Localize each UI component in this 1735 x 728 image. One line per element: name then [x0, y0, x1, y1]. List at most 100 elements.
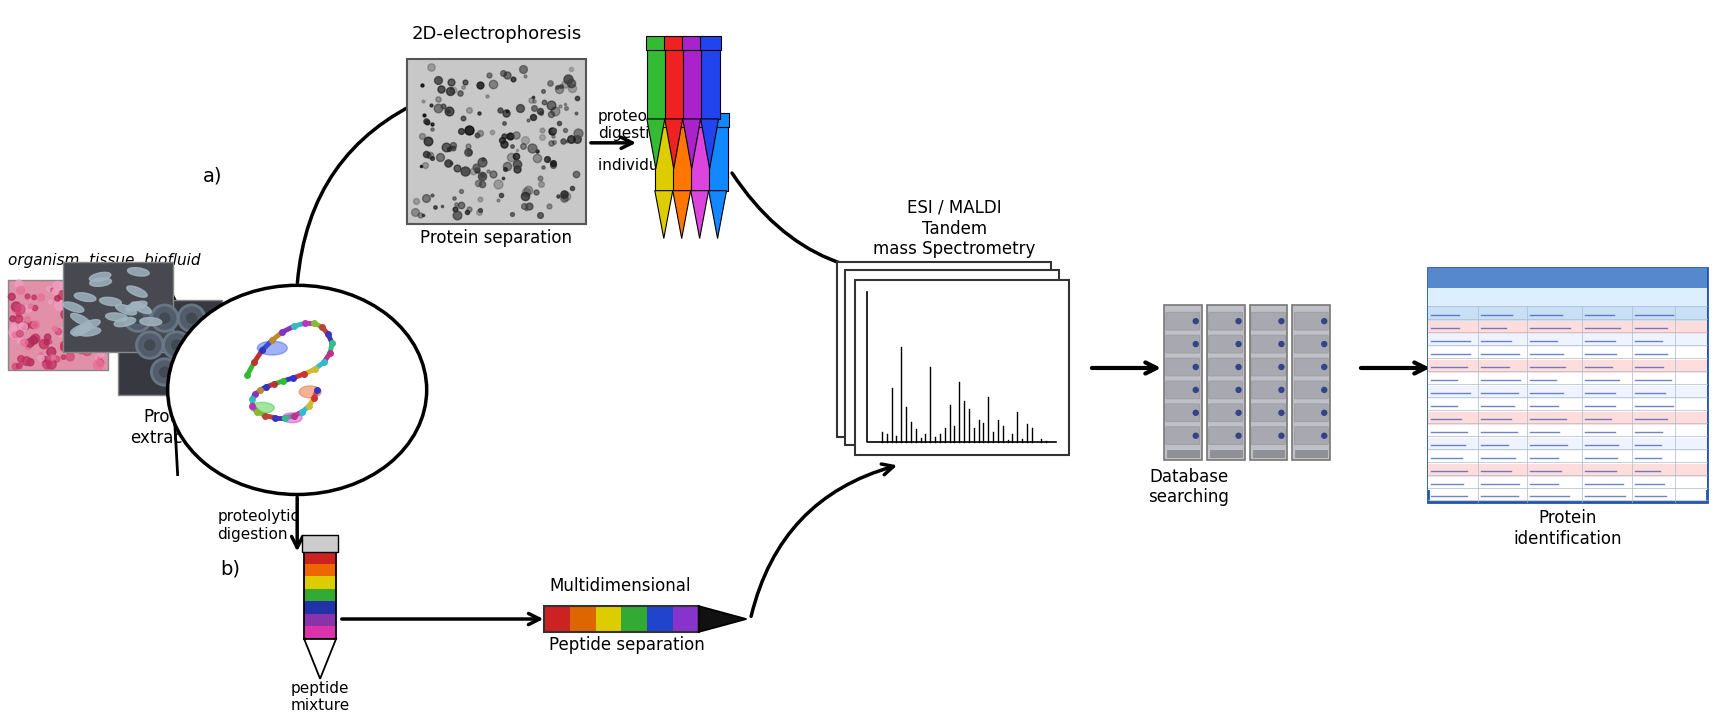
Circle shape: [97, 328, 102, 333]
Circle shape: [64, 339, 68, 341]
Ellipse shape: [250, 403, 274, 414]
FancyBboxPatch shape: [1428, 269, 1707, 502]
Circle shape: [160, 367, 170, 377]
FancyBboxPatch shape: [699, 36, 720, 50]
FancyBboxPatch shape: [595, 606, 621, 632]
Circle shape: [12, 333, 17, 338]
Circle shape: [56, 296, 61, 301]
Circle shape: [24, 294, 29, 298]
Circle shape: [94, 301, 99, 307]
FancyBboxPatch shape: [1294, 404, 1329, 422]
FancyBboxPatch shape: [1428, 386, 1707, 399]
FancyBboxPatch shape: [1166, 427, 1199, 445]
Ellipse shape: [283, 413, 302, 423]
FancyBboxPatch shape: [302, 535, 338, 553]
Ellipse shape: [141, 317, 161, 325]
Circle shape: [31, 334, 40, 343]
Circle shape: [160, 313, 170, 323]
Circle shape: [1235, 365, 1241, 370]
Circle shape: [1322, 411, 1327, 415]
FancyBboxPatch shape: [1251, 358, 1286, 376]
Circle shape: [1194, 341, 1199, 347]
FancyBboxPatch shape: [304, 577, 337, 590]
Circle shape: [97, 317, 106, 326]
Text: b): b): [220, 560, 241, 579]
Circle shape: [151, 358, 179, 386]
Ellipse shape: [80, 320, 101, 331]
Circle shape: [61, 309, 71, 320]
Circle shape: [88, 341, 99, 351]
FancyBboxPatch shape: [1428, 424, 1707, 438]
Circle shape: [61, 341, 69, 349]
Circle shape: [52, 288, 59, 295]
Circle shape: [165, 334, 187, 356]
FancyBboxPatch shape: [708, 113, 729, 127]
Circle shape: [29, 322, 36, 328]
Circle shape: [144, 340, 154, 350]
FancyBboxPatch shape: [645, 36, 666, 50]
FancyBboxPatch shape: [1428, 269, 1707, 288]
Circle shape: [21, 322, 29, 330]
Circle shape: [187, 313, 196, 323]
Circle shape: [26, 344, 31, 349]
Circle shape: [1235, 341, 1241, 347]
Circle shape: [88, 298, 99, 308]
FancyBboxPatch shape: [621, 606, 647, 632]
FancyBboxPatch shape: [1164, 305, 1202, 459]
Circle shape: [71, 311, 82, 320]
Circle shape: [43, 360, 52, 369]
FancyBboxPatch shape: [1251, 312, 1286, 330]
Ellipse shape: [298, 386, 321, 398]
Circle shape: [1322, 433, 1327, 438]
Circle shape: [1279, 341, 1284, 347]
Circle shape: [21, 339, 28, 346]
Circle shape: [97, 355, 102, 360]
Circle shape: [1279, 433, 1284, 438]
FancyBboxPatch shape: [1294, 381, 1329, 399]
Circle shape: [90, 282, 97, 289]
Circle shape: [95, 287, 101, 291]
Circle shape: [19, 320, 23, 324]
Circle shape: [24, 317, 31, 323]
Circle shape: [17, 286, 24, 294]
FancyBboxPatch shape: [1209, 450, 1242, 456]
FancyBboxPatch shape: [691, 126, 710, 191]
Ellipse shape: [75, 293, 95, 301]
Text: proteolytic
digestion: proteolytic digestion: [599, 109, 680, 141]
Ellipse shape: [71, 324, 92, 335]
Circle shape: [17, 312, 21, 317]
FancyBboxPatch shape: [1428, 360, 1707, 373]
FancyBboxPatch shape: [1294, 335, 1329, 353]
FancyBboxPatch shape: [1296, 450, 1327, 456]
FancyBboxPatch shape: [682, 36, 703, 50]
FancyBboxPatch shape: [1209, 335, 1242, 353]
FancyBboxPatch shape: [304, 563, 337, 577]
Circle shape: [88, 330, 97, 338]
Circle shape: [16, 280, 23, 288]
FancyBboxPatch shape: [1209, 404, 1242, 422]
FancyBboxPatch shape: [304, 601, 337, 614]
Circle shape: [9, 293, 16, 300]
Circle shape: [24, 306, 31, 312]
FancyBboxPatch shape: [1428, 334, 1707, 347]
FancyBboxPatch shape: [855, 280, 1069, 455]
Polygon shape: [654, 191, 673, 239]
Text: individual spots: individual spots: [599, 158, 718, 173]
Text: Database
searching: Database searching: [1149, 467, 1228, 507]
Circle shape: [12, 334, 17, 339]
Circle shape: [47, 347, 56, 356]
Circle shape: [9, 328, 19, 337]
Ellipse shape: [99, 297, 121, 306]
Circle shape: [68, 333, 75, 340]
FancyBboxPatch shape: [654, 113, 675, 127]
Circle shape: [154, 361, 175, 383]
FancyBboxPatch shape: [304, 589, 337, 602]
Circle shape: [38, 355, 43, 361]
Circle shape: [1322, 365, 1327, 370]
Circle shape: [1194, 387, 1199, 392]
Ellipse shape: [88, 272, 111, 281]
Polygon shape: [701, 119, 718, 169]
Circle shape: [66, 352, 75, 361]
Circle shape: [71, 325, 78, 331]
Circle shape: [29, 336, 38, 344]
